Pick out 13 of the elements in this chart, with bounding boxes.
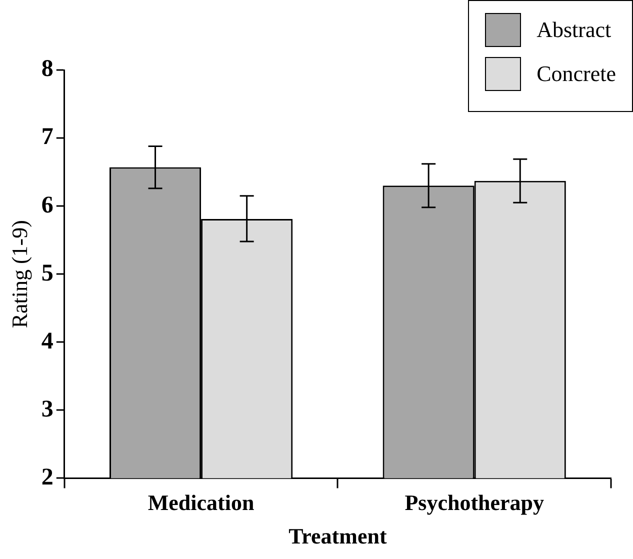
legend-label: Concrete — [536, 61, 616, 87]
x-tick-label: Medication — [148, 490, 254, 516]
x-tick-label: Psychotherapy — [404, 490, 544, 516]
y-tick-label: 5 — [41, 260, 54, 286]
y-tick-label: 2 — [41, 464, 54, 490]
y-tick-label: 6 — [41, 192, 54, 218]
y-axis-title: Rating (1-9) — [6, 220, 32, 328]
y-tick-label: 4 — [41, 328, 54, 354]
y-tick-label: 8 — [41, 56, 54, 82]
x-axis-title: Treatment — [288, 523, 388, 548]
legend-label: Abstract — [536, 17, 612, 43]
y-tick-label: 3 — [41, 396, 54, 422]
y-tick-label: 7 — [41, 124, 54, 150]
